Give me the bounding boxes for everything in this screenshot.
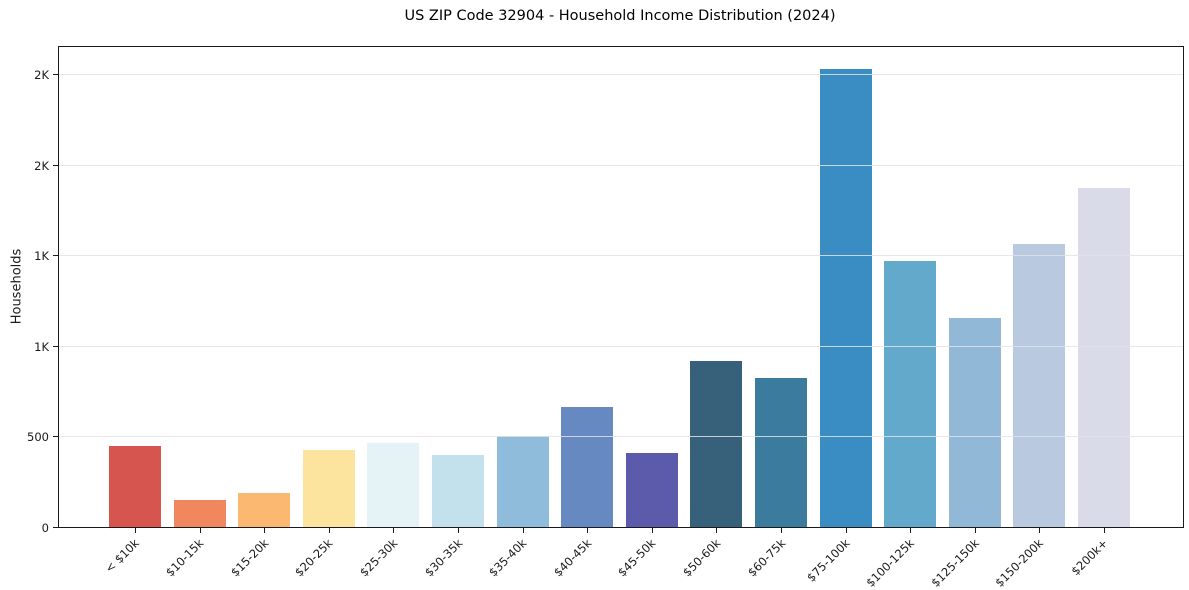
y-tick-mark — [53, 164, 58, 166]
x-tick-label: $60-75k — [744, 536, 788, 580]
bar-15-20k — [238, 492, 291, 527]
bar-10-15k — [173, 499, 226, 527]
x-tick-label: $15-20k — [227, 536, 272, 580]
bar-125-150k — [948, 317, 1001, 527]
y-tick-label: 2K — [34, 158, 49, 173]
y-axis-label: Households — [9, 248, 25, 324]
bar-40-45k — [561, 406, 614, 527]
y-tick-label: 0 — [41, 521, 49, 535]
gridline — [59, 345, 1183, 347]
x-tick-label: $45-50k — [615, 536, 659, 580]
bar-10k — [109, 446, 161, 527]
x-tick-mark — [651, 528, 653, 533]
plot-area: < $10k $10-15k $15-20k $20-25k $25-30k $30-35… — [27, 46, 1184, 590]
x-tick-mark — [910, 528, 912, 533]
y-tick-mark — [53, 345, 58, 347]
y-axis: Households — [0, 46, 34, 526]
bar-100-125k — [884, 260, 937, 527]
y-tick-label: 1K — [34, 249, 49, 264]
x-tick-mark — [522, 528, 524, 533]
bar-30-35k — [432, 454, 484, 527]
x-tick-mark — [1039, 528, 1041, 533]
bar-200k+ — [1078, 188, 1130, 527]
x-tick-label: $75-100k — [803, 536, 853, 585]
x-tick-label: $35-40k — [486, 536, 530, 580]
x-tick-mark — [264, 528, 266, 533]
x-tick-label: $100-125k — [863, 536, 918, 590]
x-tick-label: < $10k — [102, 536, 142, 576]
y-tick-mark — [53, 436, 58, 438]
bar-75-100k — [819, 68, 872, 527]
bar-60-75k — [755, 378, 807, 527]
bar-20-25k — [302, 450, 355, 527]
x-tick-mark — [1104, 528, 1105, 533]
x-tick-label: $50-60k — [679, 536, 724, 580]
x-tick-label: $40-45k — [550, 536, 595, 580]
y-tick-label: 500 — [27, 430, 49, 445]
x-tick-mark — [587, 528, 589, 533]
gridline — [59, 255, 1183, 257]
bar-45-50k — [625, 452, 678, 527]
x-tick-mark — [458, 528, 459, 533]
x-tick-mark — [199, 528, 201, 533]
x-tick-mark — [781, 528, 782, 533]
x-tick-mark — [135, 528, 136, 533]
gridline — [59, 74, 1183, 76]
x-tick-label: $150-200k — [992, 536, 1047, 590]
x-tick-mark — [716, 528, 718, 533]
x-tick-mark — [845, 528, 847, 533]
x-tick-mark — [974, 528, 976, 533]
y-tick-mark — [53, 527, 58, 528]
bar-35-40k — [496, 435, 549, 527]
chart-title: US ZIP Code 32904 - Household Income Dis… — [404, 8, 836, 24]
y-tick-mark — [53, 74, 58, 76]
gridline — [59, 164, 1183, 166]
x-tick-label: $30-35k — [421, 536, 465, 580]
x-tick-label: $200k+ — [1068, 536, 1111, 579]
x-tick-mark — [328, 528, 330, 533]
x-tick-mark — [393, 528, 395, 533]
bar-150-200k — [1013, 244, 1066, 527]
x-tick-label: $10-15k — [163, 536, 207, 580]
x-tick-label: $125-150k — [927, 536, 982, 590]
y-tick-label: 2K — [34, 68, 49, 83]
y-tick-label: 1K — [34, 339, 49, 354]
x-tick-label: $25-30k — [356, 536, 401, 580]
bar-25-30k — [367, 442, 420, 527]
y-tick-mark — [53, 255, 58, 257]
gridline — [59, 436, 1183, 438]
bar-50-60k — [690, 361, 743, 527]
x-tick-label: $20-25k — [292, 536, 336, 580]
